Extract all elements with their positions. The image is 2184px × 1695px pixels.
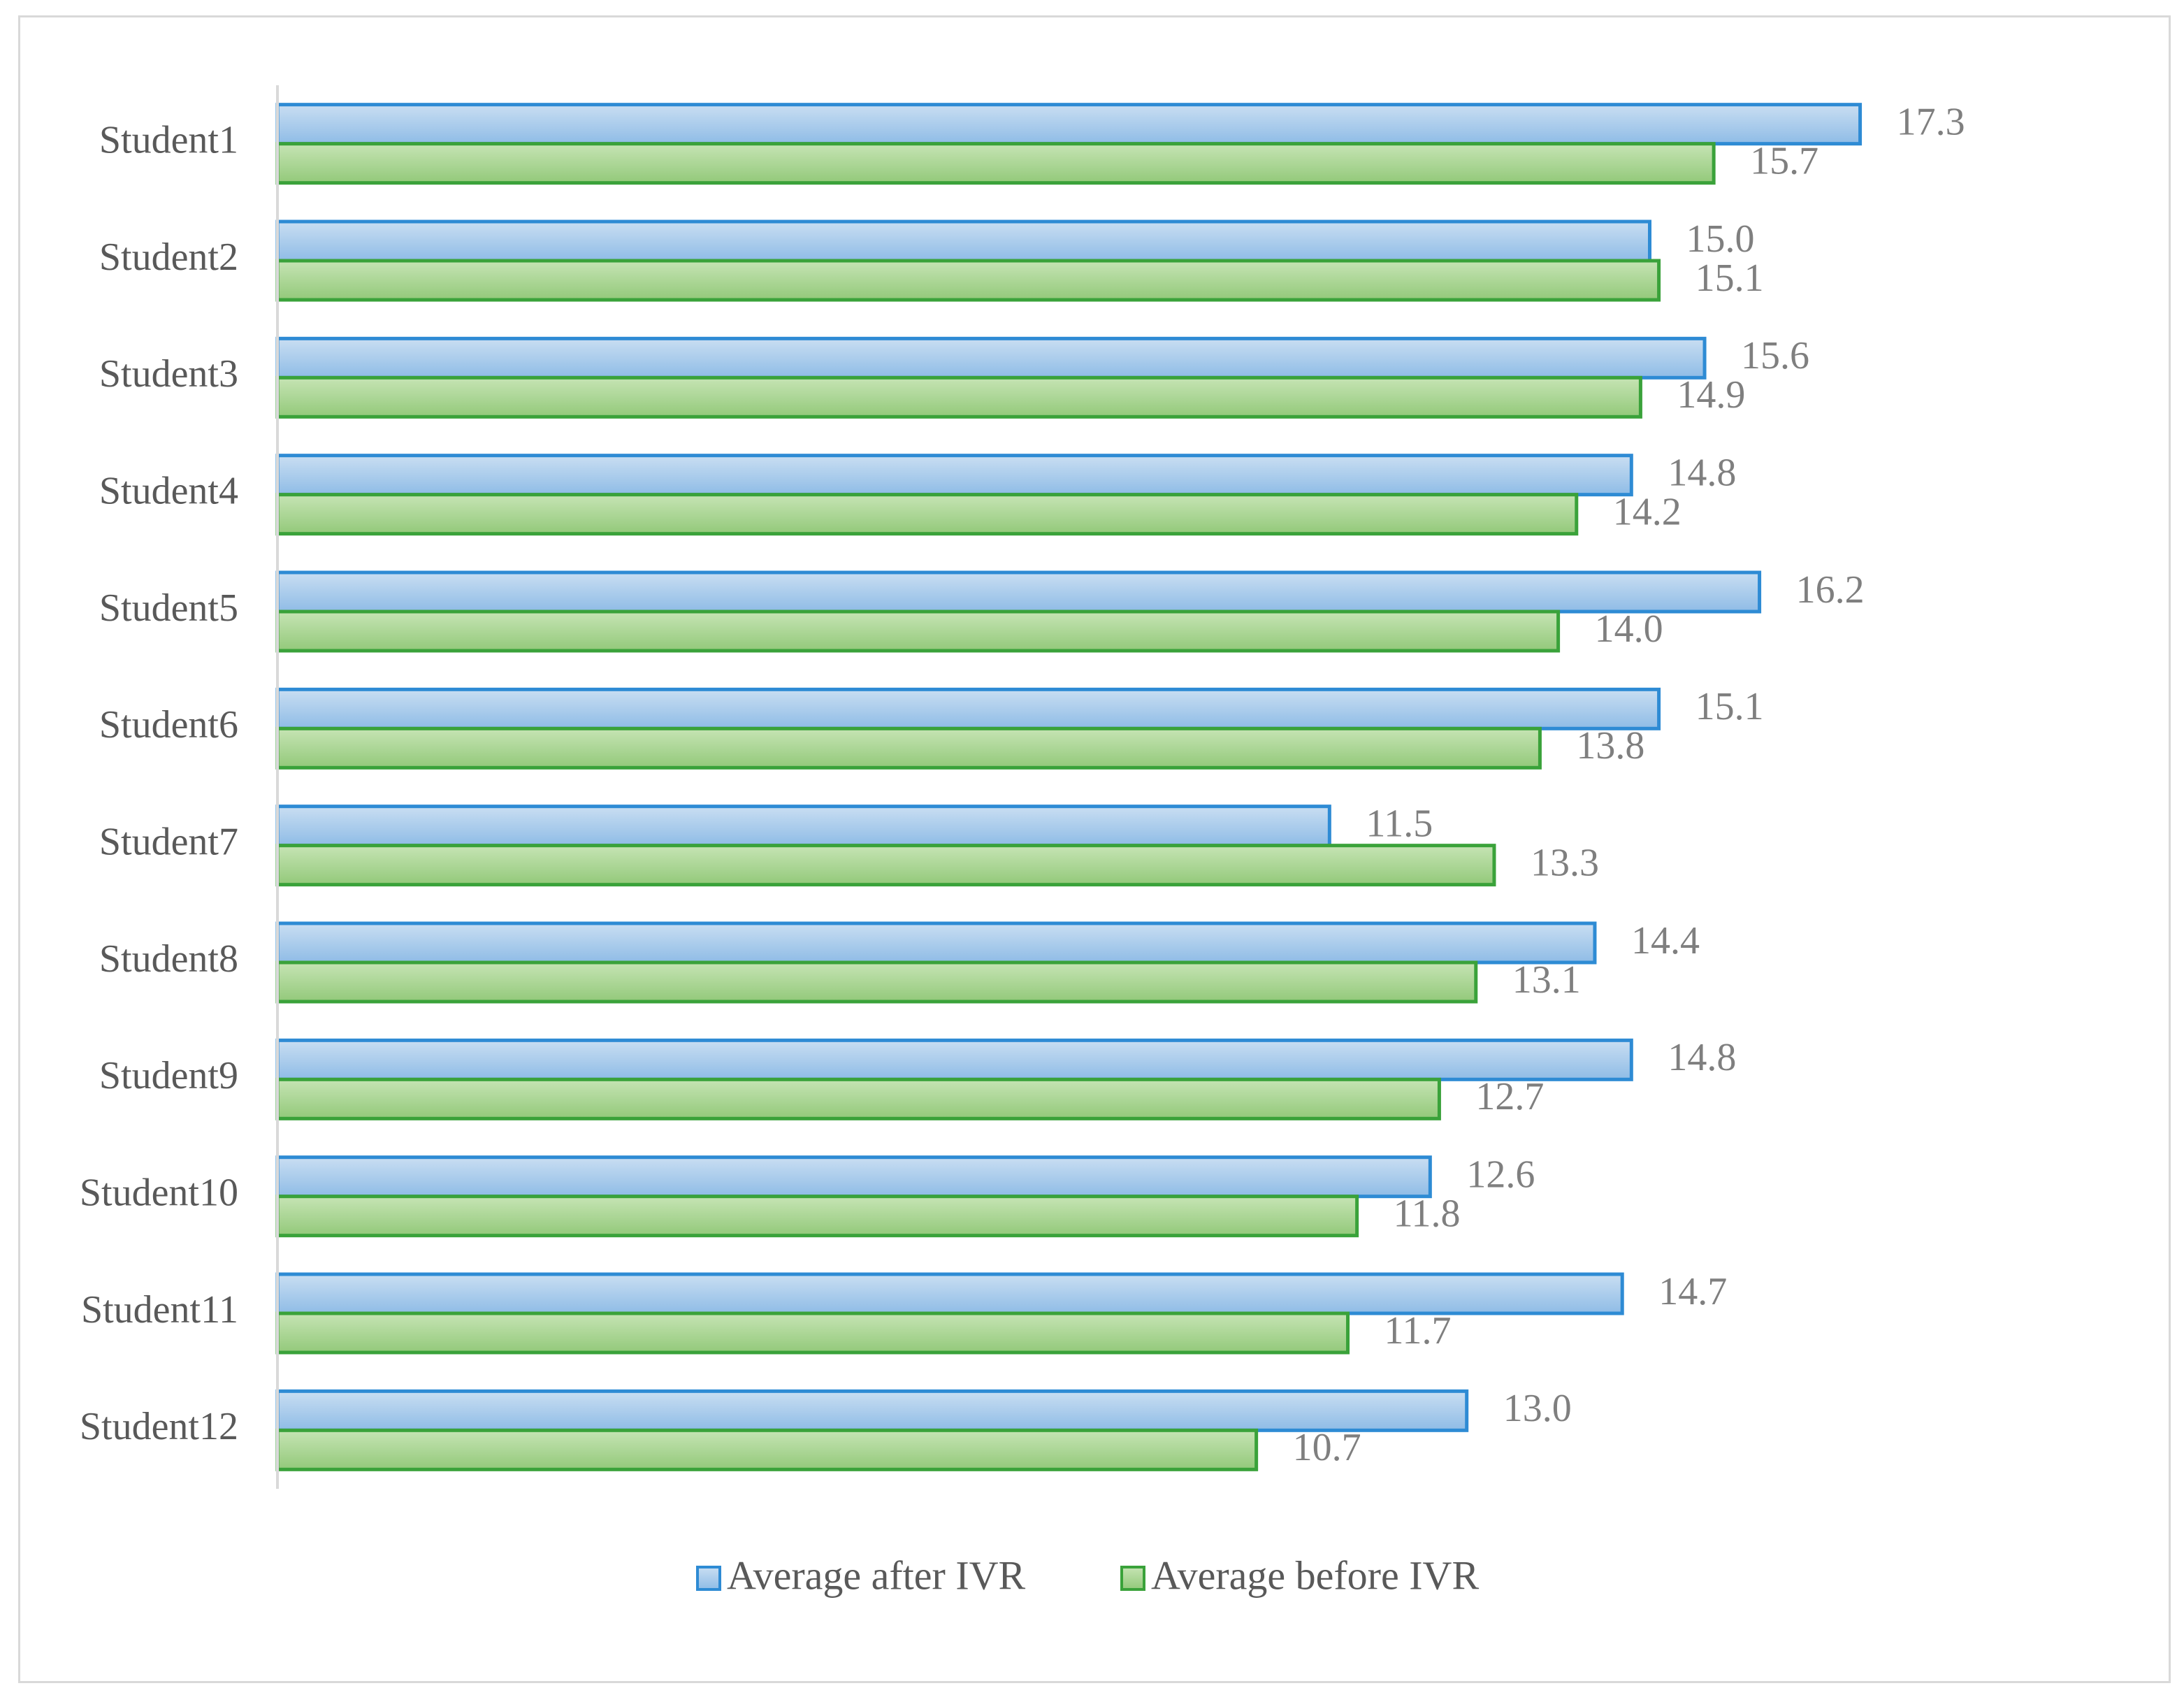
bars-layer [275, 103, 1863, 1471]
category-label-11: Student11 [81, 1288, 238, 1332]
bar-after-10 [275, 1155, 1432, 1199]
value-label-after-11: 14.7 [1658, 1270, 1727, 1313]
bar-after-4 [275, 454, 1633, 497]
bar-after-8 [275, 921, 1597, 965]
category-label-3: Student3 [99, 352, 238, 396]
value-label-before-6: 13.8 [1576, 724, 1644, 767]
value-label-after-6: 15.1 [1695, 685, 1764, 728]
bar-after-6 [275, 687, 1661, 730]
bar-before-4 [275, 493, 1579, 536]
category-label-4: Student4 [99, 470, 238, 513]
legend-swatch-after [696, 1566, 721, 1591]
bar-before-9 [275, 1077, 1441, 1120]
value-label-after-5: 16.2 [1796, 568, 1865, 612]
bar-before-3 [275, 375, 1642, 419]
value-label-before-2: 15.1 [1695, 257, 1764, 300]
bar-after-3 [275, 336, 1707, 380]
value-label-before-10: 11.8 [1394, 1192, 1461, 1236]
category-label-12: Student12 [80, 1405, 238, 1448]
bar-after-1 [275, 103, 1863, 146]
category-label-1: Student1 [99, 119, 238, 162]
value-label-before-11: 11.7 [1384, 1309, 1452, 1353]
value-label-after-10: 12.6 [1466, 1153, 1535, 1197]
bar-before-8 [275, 960, 1478, 1004]
value-label-after-4: 14.8 [1668, 452, 1736, 495]
bar-after-12 [275, 1389, 1469, 1432]
bar-after-5 [275, 570, 1762, 614]
bar-before-6 [275, 726, 1542, 770]
category-label-9: Student9 [99, 1054, 238, 1097]
value-label-before-9: 12.7 [1475, 1075, 1544, 1118]
bar-before-12 [275, 1428, 1259, 1471]
value-label-after-7: 11.5 [1366, 802, 1433, 846]
value-label-after-8: 14.4 [1631, 919, 1700, 962]
bar-before-7 [275, 844, 1496, 887]
value-label-before-3: 14.9 [1677, 373, 1745, 417]
bar-after-11 [275, 1272, 1624, 1315]
bar-before-5 [275, 610, 1561, 653]
value-label-before-12: 10.7 [1293, 1426, 1361, 1469]
value-label-after-9: 14.8 [1668, 1036, 1736, 1079]
bar-after-7 [275, 805, 1331, 848]
category-label-2: Student2 [99, 236, 238, 279]
category-label-6: Student6 [99, 703, 238, 746]
value-label-before-5: 14.0 [1595, 607, 1663, 651]
value-label-after-12: 13.0 [1503, 1387, 1572, 1430]
category-label-10: Student10 [80, 1171, 238, 1215]
value-label-after-2: 15.0 [1686, 217, 1755, 261]
bar-before-2 [275, 259, 1661, 302]
legend: Average after IVR Average before IVR [696, 1552, 1479, 1598]
value-label-before-7: 13.3 [1531, 842, 1599, 885]
category-label-8: Student8 [99, 937, 238, 981]
legend-swatch-before [1120, 1566, 1145, 1591]
value-label-before-8: 13.1 [1512, 958, 1581, 1002]
legend-label-before: Average before IVR [1151, 1552, 1479, 1598]
category-label-5: Student5 [99, 586, 238, 630]
bar-before-10 [275, 1195, 1359, 1238]
value-label-before-1: 15.7 [1750, 140, 1818, 183]
bar-after-2 [275, 219, 1651, 263]
value-label-after-3: 15.6 [1741, 334, 1809, 377]
legend-label-after: Average after IVR [727, 1552, 1026, 1598]
category-label-7: Student7 [99, 821, 238, 864]
bar-before-11 [275, 1311, 1350, 1355]
bar-before-1 [275, 142, 1716, 185]
value-label-after-1: 17.3 [1897, 101, 1965, 144]
bar-after-9 [275, 1038, 1633, 1081]
value-label-before-4: 14.2 [1613, 491, 1682, 534]
